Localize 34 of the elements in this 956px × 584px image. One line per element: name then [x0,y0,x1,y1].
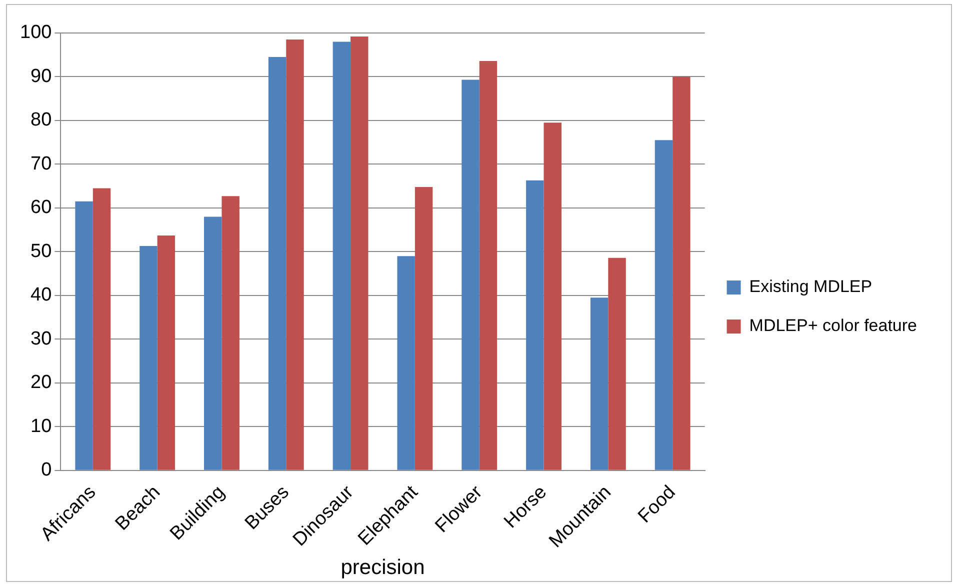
y-tick-label: 90 [30,66,52,87]
bar [157,236,176,470]
y-tick-label: 0 [41,460,52,481]
legend-label: MDLEP+ color feature [749,316,917,336]
bar [268,57,286,470]
bar [204,216,222,470]
bar [526,180,544,470]
bar [544,122,562,470]
bar [479,60,498,470]
y-tick-label: 40 [30,284,52,306]
y-tick-label: 50 [30,240,52,262]
bar [414,186,433,470]
x-axis-title: precision [340,556,425,580]
y-tick-label: 30 [30,328,52,350]
bar [332,42,351,470]
bar [462,80,480,470]
bar [350,36,368,470]
bar [92,188,111,470]
bar [672,76,690,470]
bar [397,256,415,470]
legend-label: Existing MDLEP [749,277,872,296]
bar [222,196,240,470]
bar [75,201,93,470]
y-tick-label: 20 [30,372,52,394]
y-tick-label: 60 [30,197,52,218]
bar [140,246,158,470]
y-tick-label: 10 [30,416,52,437]
bar [286,40,304,470]
bar [590,298,608,470]
bar [608,258,626,470]
bar [654,140,673,470]
y-tick-label: 80 [30,110,52,131]
y-tick-label: 70 [30,153,52,174]
y-tick-label: 100 [20,22,52,44]
